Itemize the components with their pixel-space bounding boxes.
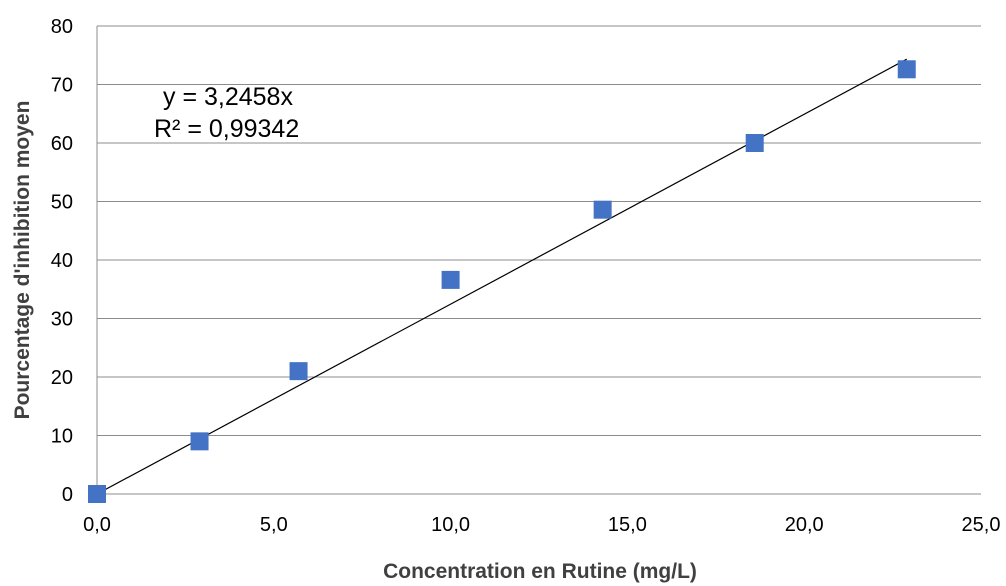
- y-tick-label: 20: [51, 367, 73, 389]
- y-tick-label: 10: [51, 426, 73, 448]
- x-tick-label: 0,0: [83, 514, 111, 536]
- y-axis-ticks: 0 10 20 30 40 50 60 70 80: [51, 16, 73, 506]
- r-squared-label: R² = 0,99342: [154, 115, 299, 143]
- y-tick-label: 40: [51, 250, 73, 272]
- y-tick-label: 70: [51, 75, 73, 97]
- x-tick-label: 10,0: [431, 514, 470, 536]
- data-point: [289, 362, 308, 381]
- y-tick-label: 50: [51, 192, 73, 214]
- data-point: [593, 200, 612, 219]
- y-tick-label: 80: [51, 16, 73, 38]
- data-point: [88, 485, 106, 503]
- gridlines: [96, 25, 981, 495]
- data-point: [190, 432, 209, 451]
- data-point: [897, 60, 916, 79]
- trendline-equation: y = 3,2458x: [163, 83, 293, 111]
- y-tick-label: 0: [62, 484, 73, 506]
- x-axis-ticks: 0,0 5,0 10,0 15,0 20,0 25,0: [83, 514, 1000, 536]
- y-axis-title: Pourcentage d'inhibition moyen: [11, 101, 34, 420]
- y-tick-label: 60: [51, 133, 73, 155]
- y-tick-label: 30: [51, 309, 73, 331]
- x-tick-label: 25,0: [962, 514, 1001, 536]
- x-axis-title: Concentration en Rutine (mg/L): [383, 560, 697, 583]
- data-point: [441, 270, 460, 289]
- data-point: [745, 134, 764, 152]
- x-tick-label: 15,0: [608, 514, 647, 536]
- trendline: [96, 58, 908, 495]
- data-points: [88, 60, 916, 503]
- x-tick-label: 20,0: [785, 514, 824, 536]
- x-tick-label: 5,0: [260, 514, 288, 536]
